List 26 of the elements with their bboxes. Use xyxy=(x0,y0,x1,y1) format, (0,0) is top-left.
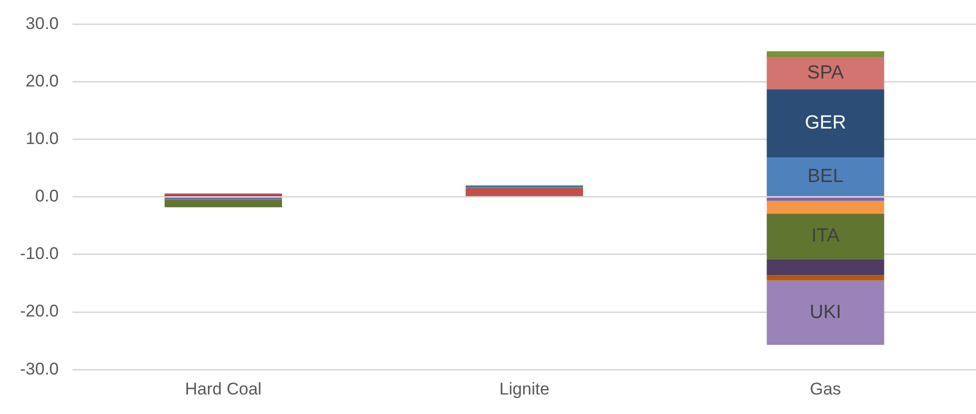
x-tick-label: Gas xyxy=(810,379,842,398)
bar xyxy=(766,275,884,280)
y-tick-label: 0.0 xyxy=(35,186,59,206)
y-tick-label: 10.0 xyxy=(26,129,59,148)
bar xyxy=(164,200,282,208)
bar xyxy=(766,89,884,158)
bar xyxy=(766,57,884,90)
y-tick-label: 20.0 xyxy=(26,71,59,90)
bar xyxy=(466,188,584,196)
y-tick-label: -10.0 xyxy=(20,244,59,264)
bar xyxy=(766,51,884,58)
bar xyxy=(766,214,884,260)
x-tick-label: Hard Coal xyxy=(185,379,262,398)
y-tick-label: -20.0 xyxy=(20,302,59,321)
bar xyxy=(766,158,884,196)
bar xyxy=(766,280,884,345)
series-label: GER xyxy=(804,112,846,134)
y-tick-label: 30.0 xyxy=(26,14,59,33)
bar xyxy=(766,200,884,214)
bar xyxy=(766,198,884,201)
series-label: SPA xyxy=(807,62,844,84)
y-tick-label: -30.0 xyxy=(20,359,59,378)
series-label: UKI xyxy=(810,302,842,323)
series-label: BEL xyxy=(807,166,844,188)
x-tick-label: Lignite xyxy=(499,379,550,398)
bar xyxy=(766,259,884,276)
